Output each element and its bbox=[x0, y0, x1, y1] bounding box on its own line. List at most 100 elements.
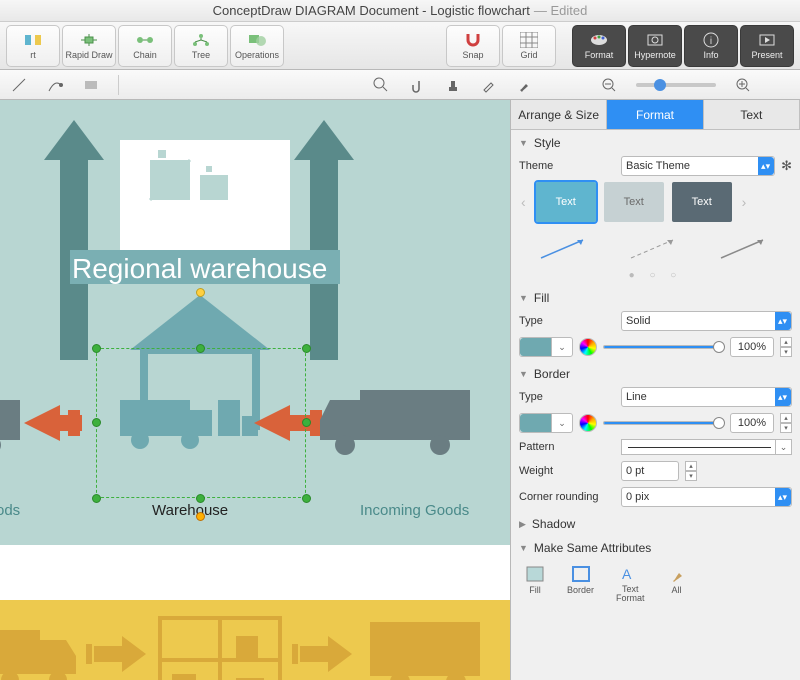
fill-opacity-value[interactable]: 100% bbox=[730, 337, 774, 357]
corner-rounding-select[interactable]: 0 pix▴▾ bbox=[621, 487, 792, 507]
sel-handle-ne[interactable] bbox=[302, 344, 311, 353]
panel-tabs: Arrange & Size Format Text bbox=[511, 100, 800, 130]
border-header[interactable]: ▼Border bbox=[519, 367, 792, 381]
same-border-label: Border bbox=[567, 585, 594, 595]
panel-body: ▼Style Theme Basic Theme▴▾ ✻ ‹ Text Text… bbox=[511, 130, 800, 680]
line-sample-gray[interactable] bbox=[719, 236, 769, 262]
theme-gear-icon[interactable]: ✻ bbox=[781, 158, 792, 174]
incoming-truck-icon bbox=[320, 390, 470, 455]
same-fill-button[interactable]: Fill bbox=[525, 565, 545, 603]
sel-handle-nw[interactable] bbox=[92, 344, 101, 353]
style-swatch-2[interactable]: Text bbox=[604, 182, 664, 222]
same-attr-header[interactable]: ▼Make Same Attributes bbox=[519, 541, 792, 555]
eyedropper-icon[interactable] bbox=[480, 76, 498, 94]
zoom-in-icon[interactable] bbox=[734, 76, 752, 94]
fill-header[interactable]: ▼Fill bbox=[519, 291, 792, 305]
fill-color-picker[interactable]: ⌄ bbox=[519, 337, 573, 357]
border-color-wheel-icon[interactable] bbox=[579, 414, 597, 432]
fill-type-select[interactable]: Solid▴▾ bbox=[621, 311, 792, 331]
canvas[interactable]: Regional warehouse Warehouse Incoming Go… bbox=[0, 100, 510, 680]
grid-label: Grid bbox=[520, 50, 537, 60]
same-border-button[interactable]: Border bbox=[567, 565, 594, 603]
sel-handle-s[interactable] bbox=[196, 494, 205, 503]
toolbar-group-modes: rt Rapid Draw Chain Tree Operations bbox=[6, 25, 284, 67]
fill-opacity-slider[interactable] bbox=[603, 345, 724, 349]
tab-arrange[interactable]: Arrange & Size bbox=[511, 100, 607, 129]
tab-format[interactable]: Format bbox=[607, 100, 703, 129]
shape-tool-icon[interactable] bbox=[82, 76, 100, 94]
connector-tool-icon[interactable] bbox=[46, 76, 64, 94]
present-button[interactable]: Present bbox=[740, 25, 794, 67]
sel-handle-extra[interactable] bbox=[196, 512, 205, 521]
zoom-out-icon[interactable] bbox=[600, 76, 618, 94]
grid-button[interactable]: Grid bbox=[502, 25, 556, 67]
same-all-button[interactable]: All bbox=[667, 565, 687, 603]
border-type-select[interactable]: Line▴▾ bbox=[621, 387, 792, 407]
style-swatch-3[interactable]: Text bbox=[672, 182, 732, 222]
border-weight-stepper[interactable]: ▴▾ bbox=[685, 461, 697, 481]
svg-text:i: i bbox=[710, 36, 712, 47]
tree-button[interactable]: Tree bbox=[174, 25, 228, 67]
border-section: ▼Border Type Line▴▾ ⌄ 100% ▴▾ Pattern ⌄ bbox=[519, 367, 792, 507]
border-color-picker[interactable]: ⌄ bbox=[519, 413, 573, 433]
line-tool-icon[interactable] bbox=[10, 76, 28, 94]
top-building-icon bbox=[120, 140, 290, 250]
edited-indicator: — Edited bbox=[534, 3, 587, 18]
rapid-draw-button[interactable]: Rapid Draw bbox=[62, 25, 116, 67]
tools-subbar bbox=[0, 70, 800, 100]
incoming-goods-label: Incoming Goods bbox=[360, 502, 469, 519]
scene-bottom-svg bbox=[0, 600, 510, 680]
rapid-draw-label: Rapid Draw bbox=[65, 50, 112, 60]
border-weight-input[interactable]: 0 pt bbox=[621, 461, 679, 481]
fill-color-wheel-icon[interactable] bbox=[579, 338, 597, 356]
style-next-icon[interactable]: › bbox=[740, 194, 749, 210]
sel-handle-e[interactable] bbox=[302, 418, 311, 427]
brush-icon[interactable] bbox=[516, 76, 534, 94]
border-opacity-value[interactable]: 100% bbox=[730, 413, 774, 433]
shadow-header[interactable]: ▶Shadow bbox=[519, 517, 792, 531]
sel-handle-se[interactable] bbox=[302, 494, 311, 503]
zoom-icon[interactable] bbox=[372, 76, 390, 94]
stamp-tool-icon[interactable] bbox=[444, 76, 462, 94]
style-swatch-1[interactable]: Text bbox=[536, 182, 596, 222]
same-all-label: All bbox=[672, 585, 682, 595]
theme-select[interactable]: Basic Theme▴▾ bbox=[621, 156, 775, 176]
canvas-viewport[interactable]: Regional warehouse Warehouse Incoming Go… bbox=[0, 100, 510, 680]
zoom-slider[interactable] bbox=[636, 83, 716, 87]
selection-box[interactable] bbox=[96, 348, 306, 498]
operations-label: Operations bbox=[235, 50, 279, 60]
corner-rounding-label: Corner rounding bbox=[519, 491, 615, 503]
fill-opacity-stepper[interactable]: ▴▾ bbox=[780, 337, 792, 357]
sel-handle-sw[interactable] bbox=[92, 494, 101, 503]
border-opacity-stepper[interactable]: ▴▾ bbox=[780, 413, 792, 433]
snap-button[interactable]: Snap bbox=[446, 25, 500, 67]
info-button[interactable]: iInfo bbox=[684, 25, 738, 67]
border-pattern-select[interactable]: ⌄ bbox=[621, 439, 792, 455]
border-opacity-slider[interactable] bbox=[603, 421, 724, 425]
sel-handle-w[interactable] bbox=[92, 418, 101, 427]
same-text-button[interactable]: AText Format bbox=[616, 565, 645, 603]
style-header[interactable]: ▼Style bbox=[519, 136, 792, 150]
sel-handle-n[interactable] bbox=[196, 344, 205, 353]
line-sample-dashed[interactable] bbox=[629, 236, 679, 262]
fill-type-label: Type bbox=[519, 315, 615, 327]
hand-tool-icon[interactable] bbox=[408, 76, 426, 94]
style-prev-icon[interactable]: ‹ bbox=[519, 194, 528, 210]
sel-handle-rotate[interactable] bbox=[196, 288, 205, 297]
theme-value: Basic Theme bbox=[626, 160, 690, 172]
toolbar-group-right: Format Hypernote iInfo Present bbox=[572, 25, 794, 67]
line-sample-solid[interactable] bbox=[539, 236, 589, 262]
chain-button[interactable]: Chain bbox=[118, 25, 172, 67]
tab-text[interactable]: Text bbox=[704, 100, 800, 129]
same-fill-label: Fill bbox=[529, 585, 541, 595]
operations-button[interactable]: Operations bbox=[230, 25, 284, 67]
format-panel-button[interactable]: Format bbox=[572, 25, 626, 67]
style-section: ▼Style Theme Basic Theme▴▾ ✻ ‹ Text Text… bbox=[519, 136, 792, 281]
style-page-dots[interactable]: ● ○ ○ bbox=[519, 270, 792, 281]
hypernote-button[interactable]: Hypernote bbox=[628, 25, 682, 67]
rt-button[interactable]: rt bbox=[6, 25, 60, 67]
same-attr-title: Make Same Attributes bbox=[534, 541, 651, 555]
hypernote-label: Hypernote bbox=[634, 50, 676, 60]
fill-section: ▼Fill Type Solid▴▾ ⌄ 100% ▴▾ bbox=[519, 291, 792, 357]
format-panel-label: Format bbox=[585, 50, 614, 60]
